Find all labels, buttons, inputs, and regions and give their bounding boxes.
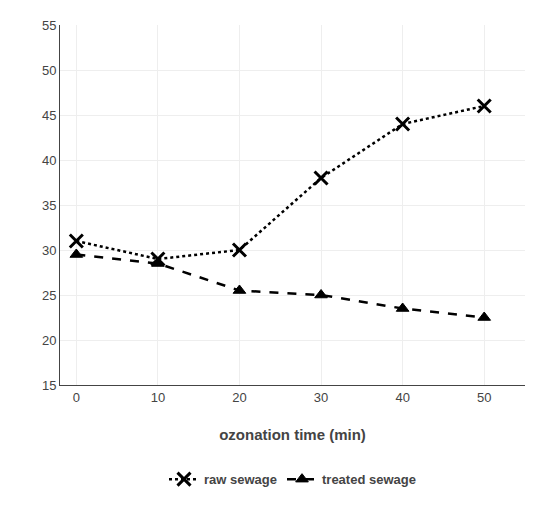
svg-text:20: 20 (42, 333, 56, 348)
svg-text:10: 10 (151, 390, 165, 405)
svg-text:35: 35 (42, 198, 56, 213)
svg-text:25: 25 (42, 288, 56, 303)
svg-text:40: 40 (42, 153, 56, 168)
svg-text:40: 40 (395, 390, 409, 405)
svg-text:treated sewage: treated sewage (322, 472, 416, 487)
svg-text:30: 30 (314, 390, 328, 405)
svg-text:50: 50 (42, 63, 56, 78)
svg-text:30: 30 (42, 243, 56, 258)
svg-text:55: 55 (42, 18, 56, 33)
svg-text:0: 0 (73, 390, 80, 405)
svg-text:15: 15 (42, 378, 56, 393)
svg-text:20: 20 (232, 390, 246, 405)
svg-text:ozonation time (min): ozonation time (min) (219, 426, 366, 443)
svg-text:45: 45 (42, 108, 56, 123)
svg-text:raw sewage: raw sewage (204, 472, 277, 487)
svg-text:50: 50 (477, 390, 491, 405)
